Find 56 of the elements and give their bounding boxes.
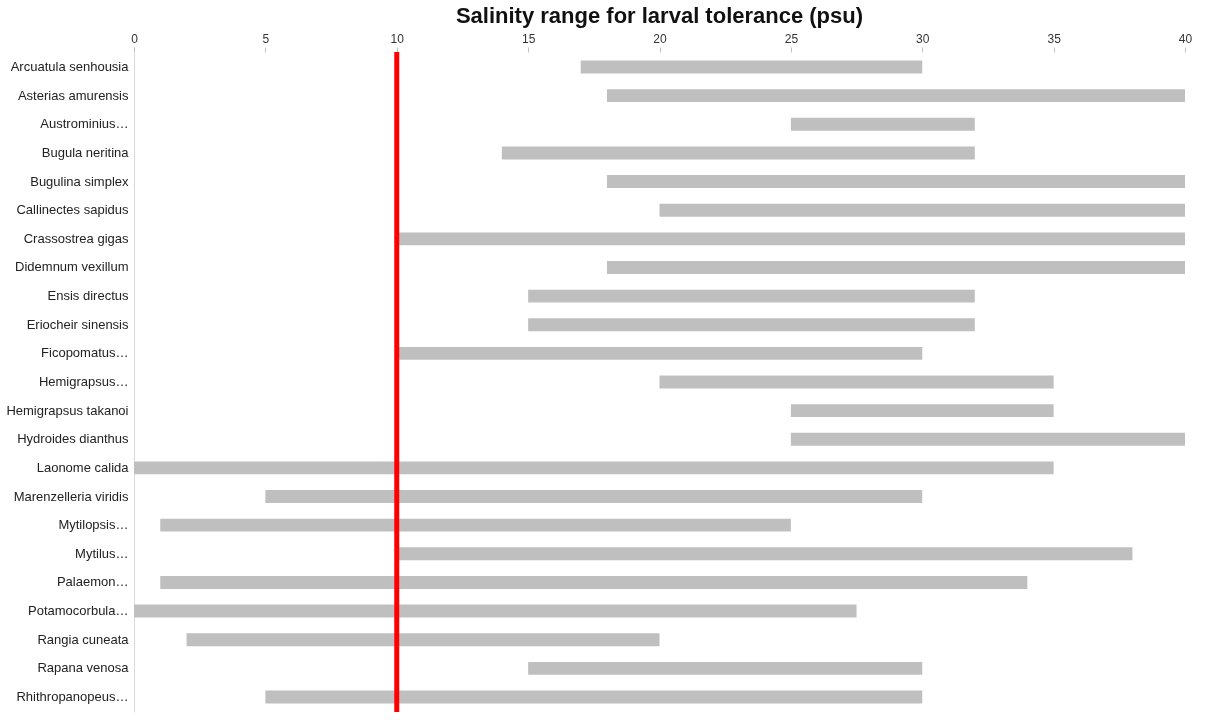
bar <box>790 404 1054 418</box>
bar <box>186 633 660 647</box>
bar <box>580 60 923 74</box>
x-tick-label: 15 <box>521 31 536 46</box>
bar <box>396 232 1185 246</box>
y-tick-label: Asterias amurensis <box>17 87 129 103</box>
bar <box>606 175 1185 189</box>
y-tick-label: Hemigrapsus takanoi <box>6 402 129 418</box>
y-tick-label: Crassostrea gigas <box>23 230 129 246</box>
bar <box>160 575 1028 589</box>
bar <box>606 89 1185 103</box>
y-tick-label: Bugula neritina <box>41 144 130 160</box>
x-tick-label: 30 <box>916 31 930 46</box>
x-tick-label: 40 <box>1178 31 1193 46</box>
bar <box>265 490 923 503</box>
bar <box>265 690 923 704</box>
bar <box>659 375 1054 389</box>
y-tick-label: Rangia cuneata <box>37 631 130 647</box>
y-tick-label: Mytilus… <box>75 545 129 561</box>
x-tick-label: 10 <box>390 31 405 46</box>
bar <box>528 318 975 332</box>
y-tick-label: Callinectes sapidus <box>16 202 129 218</box>
bar <box>606 261 1185 274</box>
bar <box>659 203 1185 217</box>
y-tick-label: Bugulina simplex <box>30 173 129 189</box>
y-tick-label: Laonome calida <box>36 459 130 475</box>
x-tick-label: 25 <box>784 31 799 46</box>
x-tick-label: 35 <box>1047 31 1062 46</box>
bar <box>134 461 1054 475</box>
bar <box>790 117 975 131</box>
chart-title: Salinity range for larval tolerance (psu) <box>455 3 864 28</box>
y-tick-label: Eriocheir sinensis <box>26 316 129 332</box>
y-tick-label: Ficopomatus… <box>41 345 129 361</box>
x-tick-label: 20 <box>653 31 667 46</box>
y-tick-label: Potamocorbula… <box>28 603 129 619</box>
y-tick-label: Marenzelleria viridis <box>13 488 129 504</box>
x-tick-label: 5 <box>262 31 270 46</box>
bar <box>501 146 975 160</box>
bar <box>134 604 857 618</box>
bar <box>396 346 923 360</box>
y-tick-label: Hydroides dianthus <box>17 431 129 447</box>
y-tick-label: Rapana venosa <box>37 660 130 676</box>
y-tick-label: Rhithropanopeus… <box>16 688 129 704</box>
bar <box>528 661 923 675</box>
y-tick-label: Palaemon… <box>56 574 129 590</box>
bar <box>160 518 791 532</box>
bar <box>396 547 1133 561</box>
x-tick-label: 0 <box>131 31 139 46</box>
y-tick-label: Hemigrapsus… <box>38 374 129 389</box>
bar <box>790 432 1185 446</box>
y-tick-label: Ensis directus <box>47 288 129 304</box>
y-tick-label: Arcuatula senhousia <box>10 59 130 75</box>
y-tick-label: Austrominius… <box>40 116 129 132</box>
y-tick-label: Mytilopsis… <box>58 517 129 533</box>
y-tick-label: Didemnum vexillum <box>15 259 129 275</box>
bar <box>528 289 975 303</box>
